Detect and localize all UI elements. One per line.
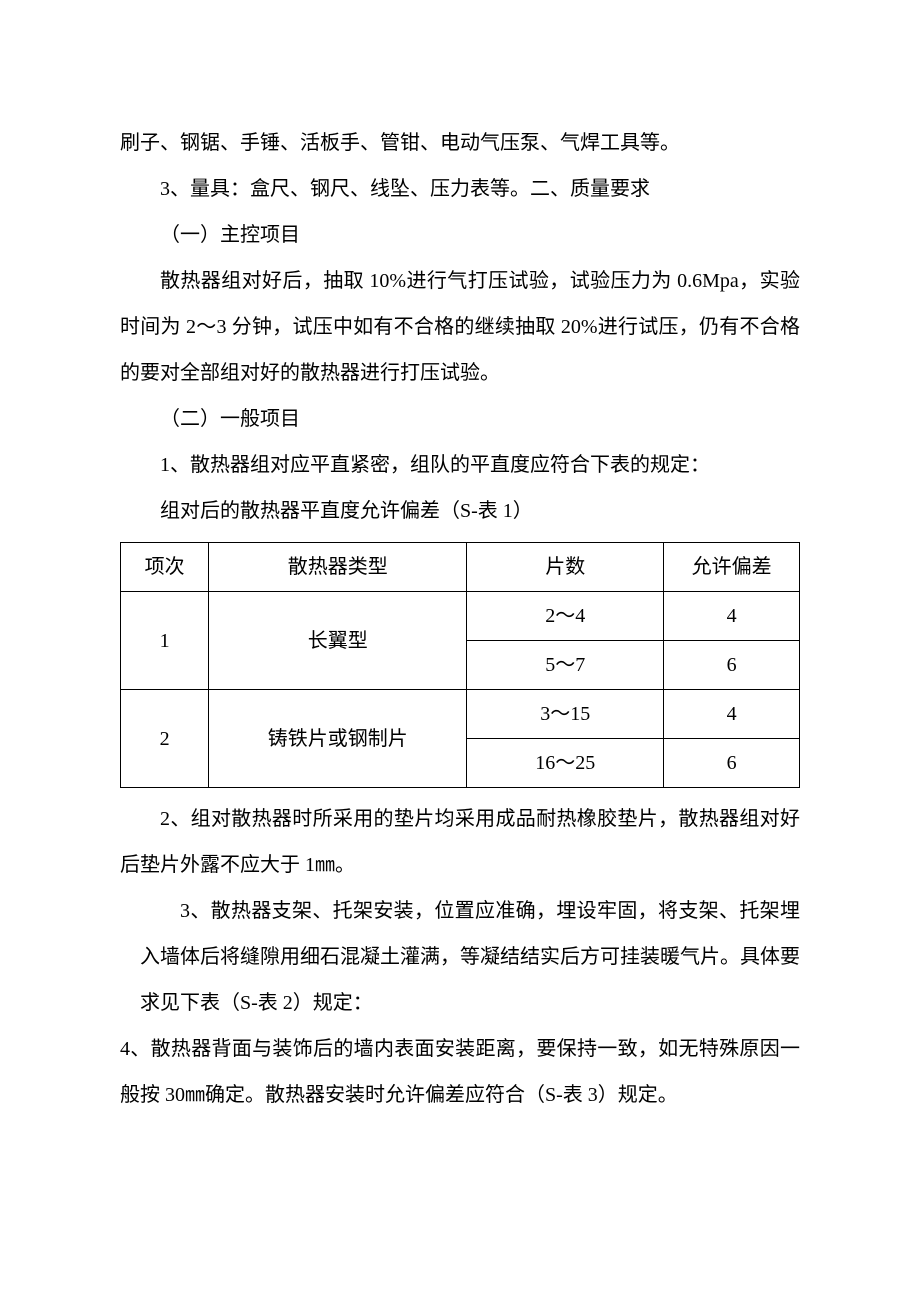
header-cell: 项次 bbox=[121, 543, 209, 592]
paragraph: 1、散热器组对应平直紧密，组队的平直度应符合下表的规定： bbox=[120, 442, 800, 488]
tolerance-table: 项次 散热器类型 片数 允许偏差 1 长翼型 2～4 4 5～7 6 2 铸铁片… bbox=[120, 542, 800, 788]
header-cell: 允许偏差 bbox=[664, 543, 800, 592]
paragraph: 4、散热器背面与装饰后的墙内表面安装距离，要保持一致，如无特殊原因一般按 30㎜… bbox=[120, 1026, 800, 1118]
table-header-row: 项次 散热器类型 片数 允许偏差 bbox=[121, 543, 800, 592]
cell: 4 bbox=[664, 592, 800, 641]
table-row: 1 长翼型 2～4 4 bbox=[121, 592, 800, 641]
paragraph: 刷子、钢锯、手锤、活板手、管钳、电动气压泵、气焊工具等。 bbox=[120, 120, 800, 166]
paragraph: 3、散热器支架、托架安装，位置应准确，埋设牢固，将支架、托架埋入墙体后将缝隙用细… bbox=[120, 888, 800, 1026]
cell: 16～25 bbox=[467, 739, 664, 788]
cell: 6 bbox=[664, 739, 800, 788]
paragraph: 3、量具：盒尺、钢尺、线坠、压力表等。二、质量要求 bbox=[120, 166, 800, 212]
cell: 6 bbox=[664, 641, 800, 690]
paragraph: （一）主控项目 bbox=[120, 212, 800, 258]
document-page: 刷子、钢锯、手锤、活板手、管钳、电动气压泵、气焊工具等。 3、量具：盒尺、钢尺、… bbox=[0, 0, 920, 1178]
cell: 5～7 bbox=[467, 641, 664, 690]
paragraph: （二）一般项目 bbox=[120, 396, 800, 442]
cell: 1 bbox=[121, 592, 209, 690]
cell: 2 bbox=[121, 690, 209, 788]
cell: 长翼型 bbox=[209, 592, 467, 690]
cell: 4 bbox=[664, 690, 800, 739]
paragraph: 散热器组对好后，抽取 10%进行气打压试验，试验压力为 0.6Mpa，实验时间为… bbox=[120, 258, 800, 396]
cell: 3～15 bbox=[467, 690, 664, 739]
table-row: 2 铸铁片或钢制片 3～15 4 bbox=[121, 690, 800, 739]
header-cell: 散热器类型 bbox=[209, 543, 467, 592]
cell: 2～4 bbox=[467, 592, 664, 641]
cell: 铸铁片或钢制片 bbox=[209, 690, 467, 788]
header-cell: 片数 bbox=[467, 543, 664, 592]
table-caption: 组对后的散热器平直度允许偏差（S-表 1） bbox=[120, 488, 800, 534]
paragraph: 2、组对散热器时所采用的垫片均采用成品耐热橡胶垫片，散热器组对好后垫片外露不应大… bbox=[120, 796, 800, 888]
